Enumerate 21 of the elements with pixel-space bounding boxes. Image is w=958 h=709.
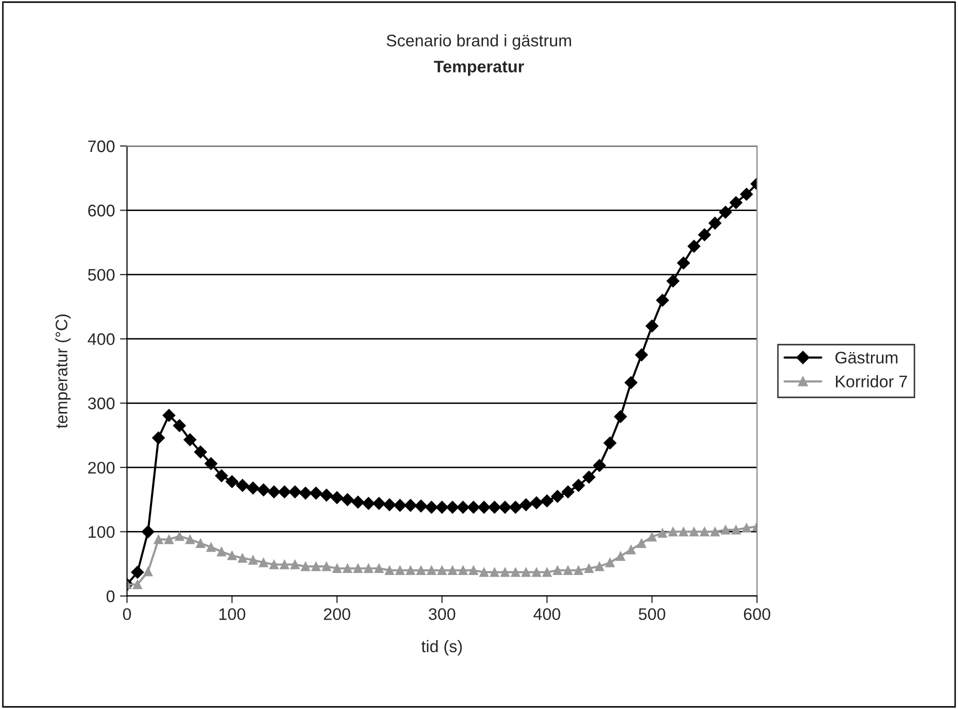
y-tick-label: 700	[88, 140, 115, 152]
chart-subtitle: Temperatur	[434, 60, 524, 76]
x-tick-label: 400	[533, 608, 560, 620]
x-tick-label: 600	[744, 608, 770, 620]
y-tick-label: 100	[88, 526, 115, 538]
legend-label: Gästrum	[835, 352, 898, 364]
y-tick-label: 500	[88, 268, 115, 281]
y-axis-title: temperatur (°C)	[55, 314, 71, 428]
x-tick-label: 500	[638, 608, 666, 620]
chart-title: Scenario brand i gästrum	[386, 34, 572, 50]
y-tick-label: 300	[88, 398, 115, 410]
y-tick-label: 200	[88, 462, 115, 474]
x-tick-label: 200	[324, 608, 350, 620]
y-tick-label: 400	[88, 333, 115, 346]
legend-label: Korridor 7	[836, 375, 907, 388]
y-tick-label: 0	[106, 590, 115, 602]
x-axis-title: tid (s)	[421, 640, 462, 656]
x-tick-label: 100	[219, 608, 246, 620]
x-tick-label: 300	[428, 608, 456, 620]
x-tick-label: 0	[123, 608, 131, 620]
y-tick-label: 600	[88, 204, 115, 216]
